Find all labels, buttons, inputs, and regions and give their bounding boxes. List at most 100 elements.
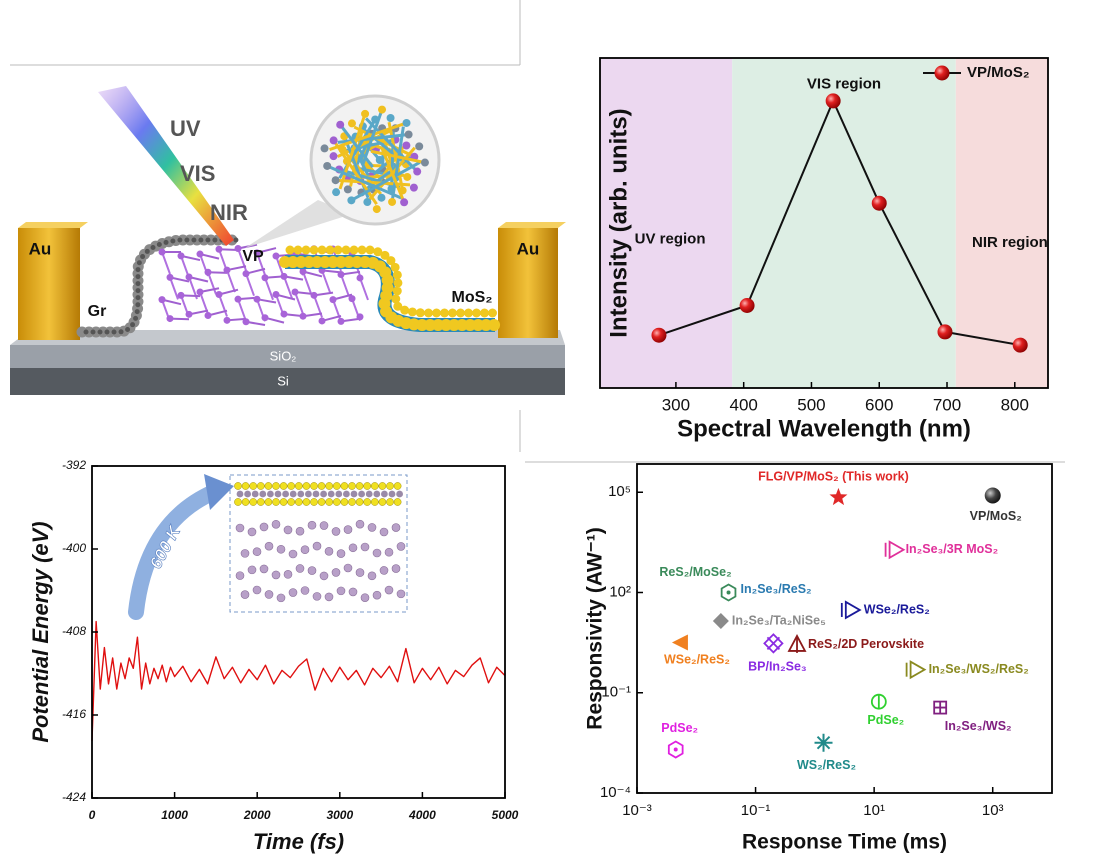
atom bbox=[296, 527, 304, 535]
si-label: Si bbox=[277, 373, 289, 388]
atom bbox=[397, 590, 405, 598]
atom bbox=[379, 498, 386, 505]
y-tick-label: 10² bbox=[609, 583, 631, 600]
atom bbox=[265, 498, 272, 505]
atom bbox=[273, 252, 280, 259]
y-tick-label: -408 bbox=[62, 624, 86, 638]
atom bbox=[377, 194, 385, 202]
x-tick-label: 700 bbox=[933, 395, 961, 414]
region bbox=[956, 58, 1048, 388]
atom bbox=[216, 246, 223, 253]
x-tick-label: 10³ bbox=[982, 802, 1004, 819]
atom bbox=[260, 565, 268, 573]
x-tick-label: 1000 bbox=[161, 808, 188, 822]
point-label: In₂Se₃/WS₂/ReS₂ bbox=[929, 662, 1029, 676]
atom bbox=[305, 491, 312, 498]
atom bbox=[344, 526, 352, 534]
atom bbox=[380, 528, 388, 536]
bond bbox=[162, 252, 170, 274]
atom bbox=[301, 546, 309, 554]
data-point bbox=[815, 734, 833, 752]
y-tick-label: -392 bbox=[62, 458, 86, 472]
atom bbox=[243, 318, 250, 325]
atom bbox=[313, 542, 321, 550]
atom bbox=[248, 566, 256, 574]
atom bbox=[275, 491, 282, 498]
atom bbox=[330, 136, 338, 144]
atom bbox=[386, 482, 393, 489]
data-point bbox=[669, 742, 683, 758]
marker-part bbox=[672, 634, 688, 650]
atom bbox=[381, 491, 388, 498]
data-point bbox=[651, 328, 666, 343]
x-tick-label: 3000 bbox=[326, 808, 353, 822]
atom bbox=[389, 491, 396, 498]
atom bbox=[348, 119, 356, 127]
atom bbox=[292, 289, 299, 296]
bond bbox=[341, 275, 349, 297]
atom bbox=[325, 547, 333, 555]
atom bbox=[277, 594, 285, 602]
marker-part bbox=[767, 637, 779, 649]
atom bbox=[330, 152, 338, 160]
atom bbox=[373, 591, 381, 599]
atom bbox=[237, 491, 244, 498]
atom bbox=[250, 482, 257, 489]
x-tick-label: 2000 bbox=[243, 808, 271, 822]
x-tick-label: 400 bbox=[729, 395, 757, 414]
atom bbox=[244, 491, 251, 498]
atom bbox=[197, 251, 204, 258]
atom bbox=[262, 314, 269, 321]
atom bbox=[320, 491, 327, 498]
atom bbox=[262, 274, 269, 281]
atom bbox=[318, 498, 325, 505]
mos2-label: MoS₂ bbox=[452, 289, 493, 306]
atom bbox=[366, 491, 373, 498]
atom bbox=[343, 491, 350, 498]
atom bbox=[310, 498, 317, 505]
atom bbox=[289, 550, 297, 558]
x-axis-title: Spectral Wavelength (nm) bbox=[677, 415, 971, 442]
atom bbox=[356, 520, 364, 528]
atom bbox=[242, 498, 249, 505]
atom bbox=[197, 289, 204, 296]
point-label: WS₂/ReS₂ bbox=[797, 758, 856, 772]
x-tick-label: 10¹ bbox=[863, 802, 885, 819]
atom bbox=[337, 550, 345, 558]
atom bbox=[387, 114, 395, 122]
atom bbox=[336, 121, 344, 129]
legend-marker bbox=[935, 66, 950, 81]
atom bbox=[273, 291, 280, 298]
atom bbox=[333, 498, 340, 505]
x-tick-label: 500 bbox=[797, 395, 825, 414]
atom bbox=[368, 572, 376, 580]
atom bbox=[265, 482, 272, 489]
data-point bbox=[672, 634, 688, 650]
atom bbox=[297, 491, 304, 498]
bond bbox=[265, 278, 273, 300]
atom bbox=[159, 296, 166, 303]
x-axis-title: Time (fs) bbox=[253, 829, 344, 854]
region-label: UV region bbox=[635, 230, 706, 247]
atom bbox=[300, 268, 307, 275]
atom bbox=[373, 491, 380, 498]
atom bbox=[250, 498, 257, 505]
marker-part bbox=[934, 702, 946, 714]
atom bbox=[326, 482, 333, 489]
y-axis-title: Intensity (arb. units) bbox=[605, 108, 632, 337]
uv-label: UV bbox=[170, 116, 201, 141]
atom bbox=[351, 491, 358, 498]
bond bbox=[227, 270, 235, 292]
atom bbox=[320, 572, 328, 580]
atom bbox=[272, 571, 280, 579]
atom bbox=[205, 269, 212, 276]
atom bbox=[373, 205, 381, 213]
atom bbox=[332, 568, 340, 576]
atom bbox=[410, 184, 418, 192]
device-schematic: SiO₂ Si Au Au Gr MoS₂ UV VIS NIR VP bbox=[10, 86, 566, 395]
atom bbox=[257, 498, 264, 505]
atom bbox=[385, 548, 393, 556]
atom bbox=[371, 498, 378, 505]
atom bbox=[236, 572, 244, 580]
